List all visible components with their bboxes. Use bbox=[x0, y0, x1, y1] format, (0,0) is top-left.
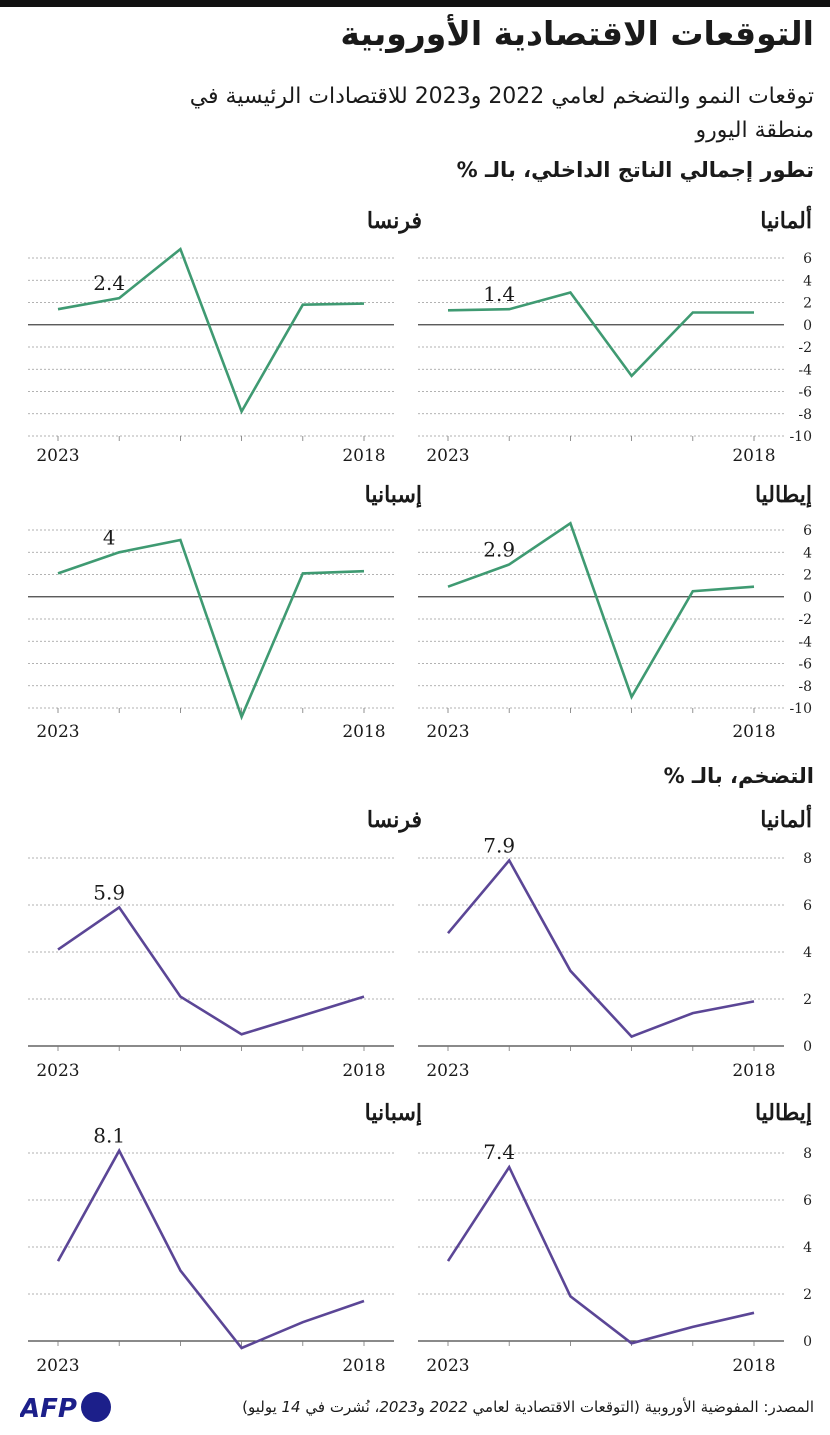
series-line bbox=[56, 1147, 365, 1350]
panel-title: إسبانيا bbox=[365, 482, 422, 509]
y-tick-label: -10 bbox=[789, 701, 812, 717]
x-tick-label: 2023 bbox=[426, 1061, 469, 1081]
y-tick-label: -8 bbox=[798, 679, 812, 695]
y-tick-label: -2 bbox=[798, 612, 812, 628]
y-tick-label: 4 bbox=[803, 545, 812, 561]
source-note: المصدر: المفوضية الأوروبية (التوقعات الا… bbox=[242, 1398, 814, 1416]
y-tick-label: 2 bbox=[803, 992, 812, 1008]
panel-title: إيطاليا bbox=[755, 1100, 812, 1127]
panel-title: فرنسا bbox=[367, 208, 422, 234]
inflation-section-title: التضخم، بالـ % bbox=[663, 764, 814, 788]
x-tick-label: 2018 bbox=[342, 446, 385, 466]
x-tick-label: 2023 bbox=[426, 722, 469, 742]
y-tick-label: 0 bbox=[803, 590, 812, 606]
panel-title: ألمانيا bbox=[760, 205, 812, 234]
y-tick-label: 4 bbox=[803, 1240, 812, 1256]
gdp-section-title: تطور إجمالي الناتج الداخلي، بالـ % bbox=[456, 158, 814, 182]
series-line bbox=[57, 538, 365, 721]
data-label: 7.4 bbox=[483, 1140, 515, 1164]
y-tick-label: 0 bbox=[803, 1039, 812, 1055]
y-tick-label: 8 bbox=[803, 1146, 812, 1162]
y-tick-label: 6 bbox=[803, 898, 812, 914]
y-tick-label: 2 bbox=[803, 296, 812, 312]
series-line bbox=[447, 291, 754, 378]
y-tick-label: 4 bbox=[803, 273, 812, 289]
y-tick-label: 6 bbox=[803, 251, 812, 267]
y-tick-label: 0 bbox=[803, 318, 812, 334]
data-label: 4 bbox=[103, 525, 116, 549]
x-tick-label: 2023 bbox=[36, 1061, 79, 1081]
top-bar bbox=[0, 0, 830, 7]
x-tick-label: 2018 bbox=[732, 1061, 775, 1081]
y-tick-label: 0 bbox=[803, 1334, 812, 1350]
y-tick-label: -6 bbox=[798, 657, 812, 673]
x-tick-label: 2023 bbox=[426, 1356, 469, 1376]
series-line bbox=[446, 1164, 755, 1345]
page-subtitle: توقعات النمو والتضخم لعامي 2022 و2023 لل… bbox=[189, 84, 814, 143]
y-tick-label: -4 bbox=[798, 362, 812, 378]
data-label: 1.4 bbox=[483, 282, 515, 306]
x-tick-label: 2023 bbox=[36, 446, 79, 466]
y-tick-label: 2 bbox=[803, 568, 812, 584]
x-tick-label: 2018 bbox=[342, 722, 385, 742]
panel-title: فرنسا bbox=[367, 807, 422, 833]
data-label: 8.1 bbox=[93, 1124, 125, 1148]
panel-title: إسبانيا bbox=[365, 1100, 422, 1127]
afp-logo: AFP bbox=[20, 1392, 111, 1424]
y-tick-label: 4 bbox=[803, 945, 812, 961]
x-tick-label: 2018 bbox=[732, 446, 775, 466]
x-tick-label: 2018 bbox=[732, 1356, 775, 1376]
x-tick-label: 2018 bbox=[732, 722, 775, 742]
y-tick-label: -10 bbox=[789, 429, 812, 445]
x-tick-label: 2023 bbox=[36, 722, 79, 742]
x-tick-label: 2018 bbox=[342, 1356, 385, 1376]
x-tick-label: 2023 bbox=[36, 1356, 79, 1376]
y-tick-label: -6 bbox=[798, 385, 812, 401]
data-label: 2.9 bbox=[483, 537, 515, 561]
y-tick-label: 8 bbox=[803, 851, 812, 867]
x-tick-label: 2023 bbox=[426, 446, 469, 466]
y-tick-label: 6 bbox=[803, 1193, 812, 1209]
y-tick-label: -4 bbox=[798, 634, 812, 650]
y-tick-label: 2 bbox=[803, 1287, 812, 1303]
x-tick-label: 2018 bbox=[342, 1061, 385, 1081]
afp-logo-text: AFP bbox=[20, 1394, 77, 1424]
series-line bbox=[447, 858, 755, 1039]
afp-logo-dot bbox=[81, 1392, 111, 1422]
data-label: 2.4 bbox=[93, 271, 125, 295]
y-tick-label: -8 bbox=[798, 407, 812, 423]
data-label: 5.9 bbox=[93, 880, 125, 904]
panel-title: إيطاليا bbox=[755, 482, 812, 509]
panel-title: ألمانيا bbox=[760, 804, 812, 833]
data-label: 7.9 bbox=[483, 833, 515, 857]
series-line bbox=[57, 246, 365, 415]
y-tick-label: 6 bbox=[803, 523, 812, 539]
y-tick-label: -2 bbox=[798, 340, 812, 356]
page-title: التوقعات الاقتصادية الأوروبية bbox=[340, 14, 814, 53]
series-line bbox=[447, 521, 755, 700]
series-line bbox=[57, 905, 365, 1036]
